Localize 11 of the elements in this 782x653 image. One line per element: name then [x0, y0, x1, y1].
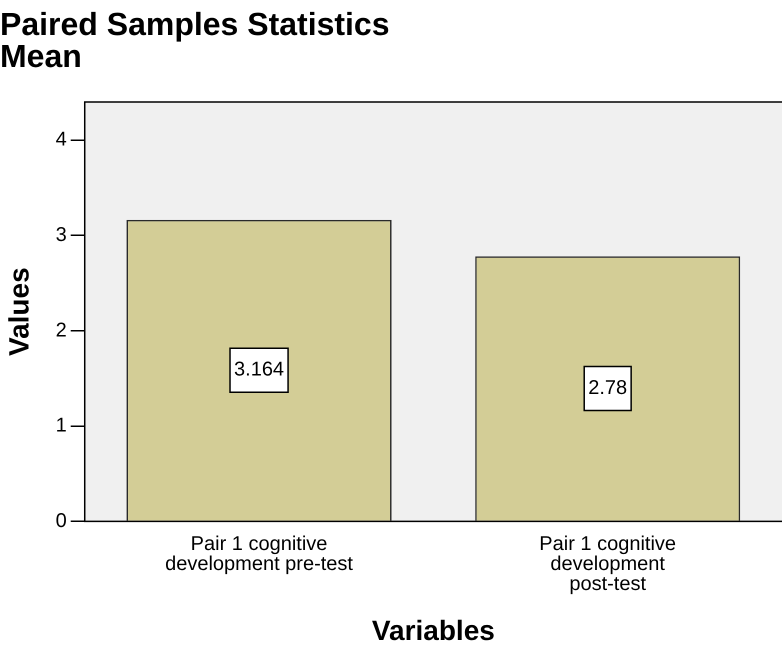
data-label: 3.164: [234, 358, 284, 381]
y-axis-title: Values: [4, 267, 35, 356]
x-tick-label: Pair 1 cognitive development pre-test: [165, 532, 354, 575]
y-tick-label: 3: [56, 224, 67, 246]
x-tick-label: Pair 1 cognitive development post-test: [539, 532, 676, 595]
y-tick-label: 1: [56, 414, 67, 437]
x-axis-title: Variables: [372, 614, 495, 646]
data-label: 2.78: [588, 377, 628, 400]
y-tick-label: 0: [56, 510, 67, 532]
y-tick-label: 2: [56, 319, 67, 342]
y-tick-label: 4: [56, 128, 67, 151]
